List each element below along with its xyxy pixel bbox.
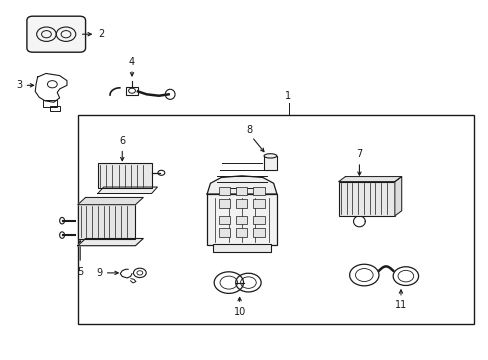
Bar bbox=[78, 115, 473, 324]
Bar bbox=[252, 228, 264, 237]
Text: 5: 5 bbox=[77, 266, 83, 276]
Text: 11: 11 bbox=[394, 300, 407, 310]
Bar bbox=[207, 194, 276, 246]
Ellipse shape bbox=[264, 154, 276, 158]
Text: 9: 9 bbox=[96, 268, 102, 278]
Bar bbox=[218, 187, 230, 195]
Text: 7: 7 bbox=[356, 149, 362, 159]
FancyBboxPatch shape bbox=[27, 16, 85, 52]
Bar bbox=[338, 181, 394, 216]
Text: 6: 6 bbox=[119, 136, 125, 146]
Bar bbox=[50, 106, 60, 111]
Text: 10: 10 bbox=[233, 307, 245, 317]
Bar bbox=[218, 216, 230, 224]
Bar bbox=[98, 163, 151, 188]
Bar bbox=[264, 156, 276, 170]
Polygon shape bbox=[78, 197, 143, 204]
Bar bbox=[252, 216, 264, 224]
Text: 3: 3 bbox=[16, 80, 22, 90]
Polygon shape bbox=[394, 177, 401, 216]
Text: 8: 8 bbox=[246, 125, 252, 135]
Polygon shape bbox=[98, 187, 157, 194]
Text: 1: 1 bbox=[285, 91, 291, 101]
Text: 4: 4 bbox=[129, 57, 135, 67]
Bar bbox=[218, 199, 230, 208]
Bar bbox=[348, 180, 371, 207]
Bar bbox=[235, 216, 247, 224]
Bar bbox=[235, 199, 247, 208]
Bar bbox=[42, 100, 57, 107]
Bar bbox=[235, 187, 247, 195]
Polygon shape bbox=[207, 176, 276, 194]
Polygon shape bbox=[338, 177, 401, 181]
Bar bbox=[252, 187, 264, 195]
Polygon shape bbox=[78, 238, 143, 246]
Bar bbox=[78, 204, 135, 238]
Bar bbox=[218, 228, 230, 237]
Text: 2: 2 bbox=[98, 29, 104, 39]
Bar bbox=[235, 228, 247, 237]
Bar bbox=[212, 244, 270, 252]
Bar bbox=[252, 199, 264, 208]
Bar bbox=[126, 87, 138, 95]
